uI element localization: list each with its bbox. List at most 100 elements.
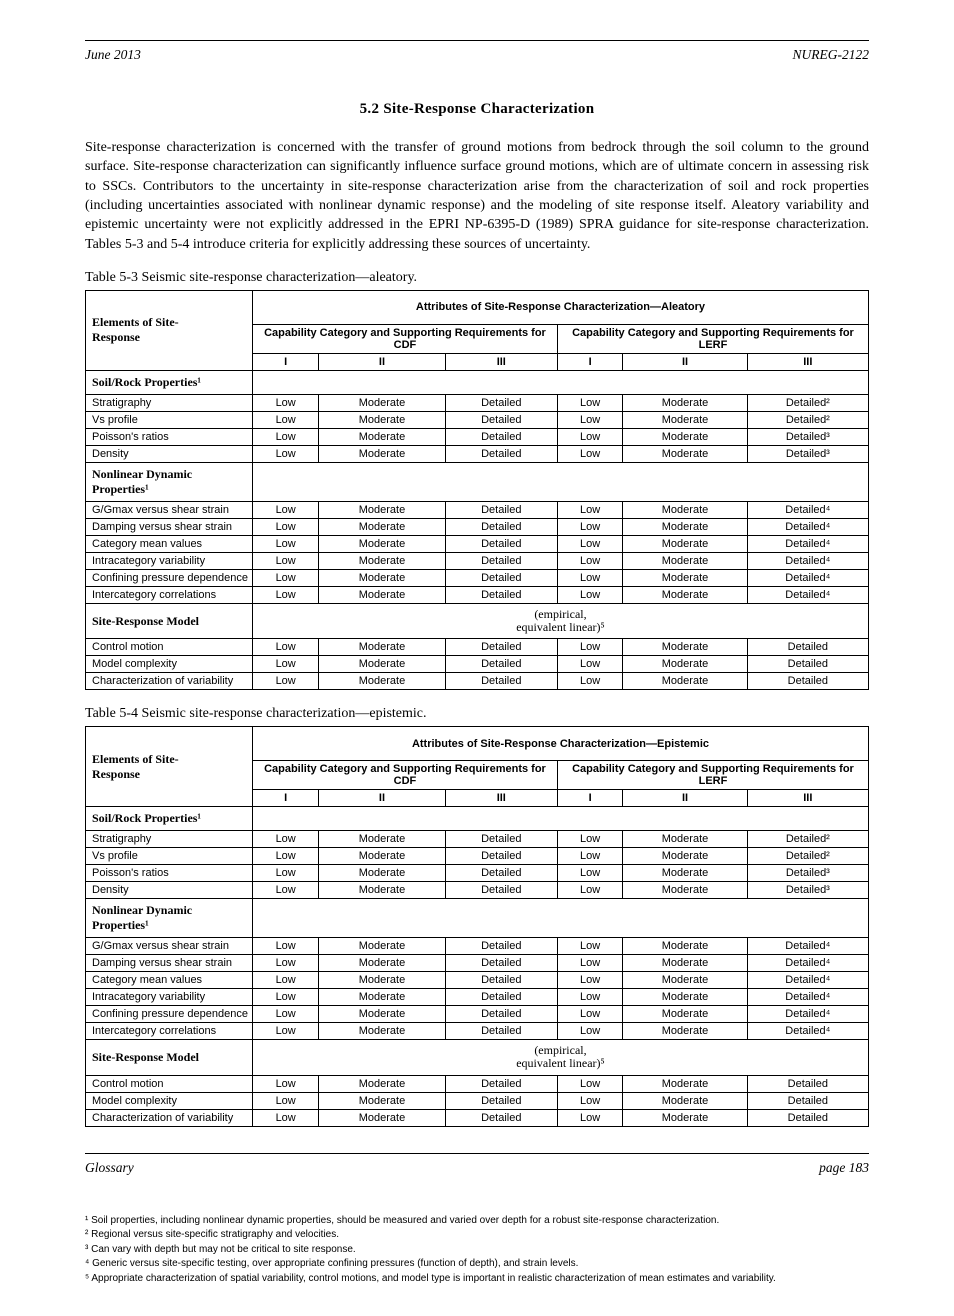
data-cell: Moderate <box>623 535 747 552</box>
cdf-header: Capability Category and Supporting Requi… <box>252 324 557 353</box>
data-cell: Moderate <box>319 394 445 411</box>
group-label: Nonlinear Dynamic Properties¹ <box>86 899 253 938</box>
data-cell: Detailed <box>445 411 557 428</box>
data-cell: Low <box>557 989 622 1006</box>
data-cell: Low <box>252 1006 318 1023</box>
section-heading: 5.2 Site-Response Characterization <box>85 101 869 118</box>
data-cell: Moderate <box>319 1023 445 1040</box>
row-label: Poisson's ratios <box>86 865 253 882</box>
group-sublabel <box>252 462 868 501</box>
data-cell: Low <box>557 535 622 552</box>
data-cell: Moderate <box>623 882 747 899</box>
data-cell: Detailed⁴ <box>747 535 868 552</box>
data-cell: Low <box>252 656 318 673</box>
data-cell: Detailed <box>445 394 557 411</box>
data-cell: Low <box>252 501 318 518</box>
footnote-line: ¹ Soil properties, including nonlinear d… <box>85 1214 869 1228</box>
intro-paragraph: Site-response characterization is concer… <box>85 138 869 254</box>
row-label: Vs profile <box>86 848 253 865</box>
data-cell: Moderate <box>319 882 445 899</box>
data-cell: Detailed <box>445 586 557 603</box>
data-cell: Detailed³ <box>747 882 868 899</box>
data-cell: Low <box>252 865 318 882</box>
group-label: Soil/Rock Properties¹ <box>86 370 253 394</box>
level-header: II <box>319 353 445 370</box>
data-cell: Low <box>557 569 622 586</box>
data-cell: Detailed³ <box>747 428 868 445</box>
data-cell: Moderate <box>319 411 445 428</box>
data-cell: Detailed³ <box>747 445 868 462</box>
row-label: Density <box>86 445 253 462</box>
data-cell: Detailed² <box>747 831 868 848</box>
group-label: Site-Response Model <box>86 1040 253 1075</box>
data-cell: Low <box>252 955 318 972</box>
data-cell: Low <box>252 411 318 428</box>
data-cell: Detailed <box>445 865 557 882</box>
data-cell: Moderate <box>623 656 747 673</box>
data-cell: Low <box>557 955 622 972</box>
row-label: Category mean values <box>86 535 253 552</box>
data-cell: Moderate <box>319 938 445 955</box>
data-cell: Moderate <box>623 411 747 428</box>
group-sublabel: (empirical,equivalent linear)⁵ <box>252 603 868 638</box>
footer-left: Glossary <box>85 1160 134 1176</box>
data-cell: Low <box>252 1109 318 1126</box>
data-cell: Low <box>252 1023 318 1040</box>
data-cell: Detailed⁴ <box>747 501 868 518</box>
row-label: Stratigraphy <box>86 394 253 411</box>
row-label: Intercategory correlations <box>86 1023 253 1040</box>
data-cell: Detailed <box>445 848 557 865</box>
data-cell: Detailed <box>445 428 557 445</box>
data-cell: Moderate <box>623 518 747 535</box>
data-cell: Moderate <box>319 445 445 462</box>
group-label: Nonlinear Dynamic Properties¹ <box>86 462 253 501</box>
lerf-header: Capability Category and Supporting Requi… <box>557 761 868 790</box>
data-cell: Detailed <box>445 673 557 690</box>
data-cell: Moderate <box>623 428 747 445</box>
data-cell: Moderate <box>319 1092 445 1109</box>
row-label: G/Gmax versus shear strain <box>86 501 253 518</box>
data-cell: Detailed <box>747 1092 868 1109</box>
data-cell: Moderate <box>319 552 445 569</box>
data-cell: Low <box>557 938 622 955</box>
data-cell: Detailed <box>445 938 557 955</box>
level-header: I <box>557 790 622 807</box>
data-cell: Detailed⁴ <box>747 972 868 989</box>
data-cell: Detailed <box>445 972 557 989</box>
data-cell: Moderate <box>623 552 747 569</box>
data-cell: Detailed⁴ <box>747 552 868 569</box>
data-cell: Low <box>557 673 622 690</box>
data-cell: Detailed <box>747 1075 868 1092</box>
data-cell: Detailed <box>747 673 868 690</box>
data-cell: Moderate <box>319 518 445 535</box>
data-cell: Detailed² <box>747 848 868 865</box>
data-cell: Moderate <box>623 673 747 690</box>
data-cell: Low <box>252 535 318 552</box>
data-cell: Moderate <box>319 972 445 989</box>
data-cell: Moderate <box>319 586 445 603</box>
data-cell: Low <box>252 639 318 656</box>
data-cell: Detailed <box>445 639 557 656</box>
footnote-line: ⁵ Appropriate characterization of spatia… <box>85 1272 869 1286</box>
level-header: III <box>747 790 868 807</box>
row-label: Control motion <box>86 1075 253 1092</box>
data-cell: Low <box>557 1075 622 1092</box>
row-label: Vs profile <box>86 411 253 428</box>
data-cell: Low <box>252 586 318 603</box>
data-cell: Low <box>557 445 622 462</box>
data-cell: Detailed <box>445 445 557 462</box>
data-cell: Moderate <box>319 831 445 848</box>
data-cell: Low <box>557 586 622 603</box>
table-5-4: Elements of Site-ResponseAttributes of S… <box>85 726 869 1126</box>
row-label: Poisson's ratios <box>86 428 253 445</box>
data-cell: Detailed <box>445 831 557 848</box>
row-label: Stratigraphy <box>86 831 253 848</box>
data-cell: Detailed <box>445 518 557 535</box>
lerf-header: Capability Category and Supporting Requi… <box>557 324 868 353</box>
data-cell: Detailed⁴ <box>747 569 868 586</box>
row-label: Characterization of variability <box>86 673 253 690</box>
cdf-header: Capability Category and Supporting Requi… <box>252 761 557 790</box>
footnotes: ¹ Soil properties, including nonlinear d… <box>85 1214 869 1286</box>
row-label: Model complexity <box>86 656 253 673</box>
data-cell: Moderate <box>623 865 747 882</box>
